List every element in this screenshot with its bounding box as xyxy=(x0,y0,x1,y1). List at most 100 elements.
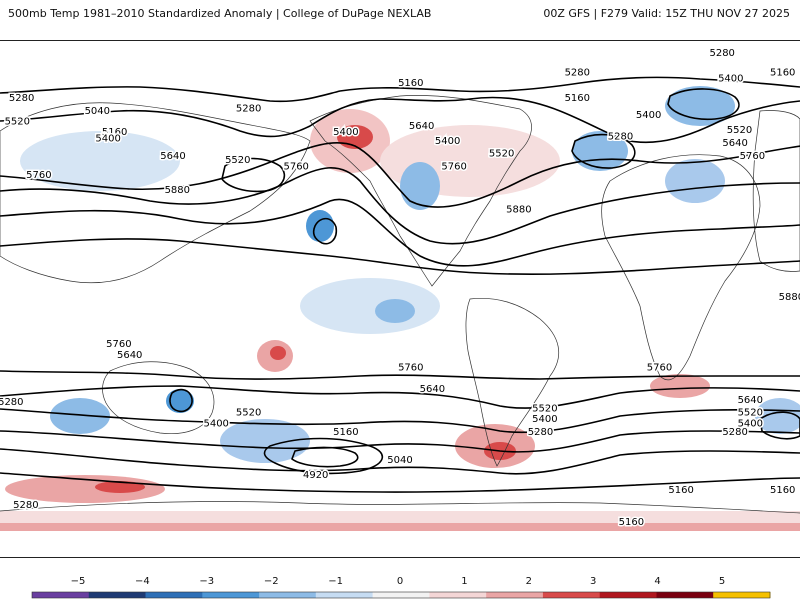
anomaly-cold-east-asia xyxy=(20,131,180,191)
contour-label: 5400 xyxy=(203,418,228,429)
contour-label: 5760 xyxy=(398,363,423,374)
south-america-outline xyxy=(465,298,559,467)
anomaly-cold-south-indian xyxy=(166,389,194,413)
contour-label: 5640 xyxy=(722,138,747,149)
contour-low-arctic xyxy=(667,88,740,121)
contour-low-atlantic xyxy=(571,133,636,169)
anomaly-shading xyxy=(0,86,800,531)
contour-label: 5280 xyxy=(608,132,633,143)
colorbar-tick-label: −5 xyxy=(71,576,86,587)
contour-label: 5280 xyxy=(0,397,24,408)
contour-label: 5760 xyxy=(283,162,308,173)
contour-5400-south xyxy=(0,430,800,453)
contour-label: 5760 xyxy=(647,363,672,374)
contour-low-west-pacific xyxy=(312,217,338,245)
contour-label: 5280 xyxy=(722,427,747,438)
contour-5640-south xyxy=(0,385,800,409)
contour-label: 5520 xyxy=(738,408,763,419)
contour-label: 5160 xyxy=(770,67,795,78)
contour-label: 5280 xyxy=(13,500,38,511)
contour-label: 5280 xyxy=(709,48,734,59)
anomaly-warm-africa-south xyxy=(650,374,710,398)
contour-label: 5760 xyxy=(26,170,51,181)
contour-label: 5520 xyxy=(225,155,250,166)
contour-5520-south xyxy=(0,408,800,434)
contour-label: 5160 xyxy=(770,485,795,496)
asia-outline xyxy=(0,102,311,284)
contour-5280-north xyxy=(0,96,800,144)
contour-5640-north xyxy=(0,167,800,245)
contour-label: 5160 xyxy=(668,485,693,496)
anomaly-warm-polar-strip xyxy=(0,523,800,531)
contour-label: 5880 xyxy=(165,185,190,196)
colorbar-swatch xyxy=(145,592,203,598)
colorbar-tick-label: −4 xyxy=(135,576,150,587)
colorbar-swatch xyxy=(486,592,544,598)
contour-label: 5160 xyxy=(565,93,590,104)
colorbar-swatch xyxy=(88,592,147,598)
contour-5280-south xyxy=(0,448,800,475)
contour-5160-south xyxy=(0,472,800,493)
height-contours xyxy=(0,76,800,493)
contour-label: 5400 xyxy=(532,414,557,425)
contour-label: 5760 xyxy=(106,339,131,350)
colorbar-tick-label: −1 xyxy=(328,576,343,587)
colorbar-swatch xyxy=(429,592,487,598)
colorbar-swatch xyxy=(32,592,90,598)
anomaly-cold-tropics xyxy=(300,278,440,334)
australia-outline xyxy=(102,361,215,435)
contour-5760-north xyxy=(0,198,800,267)
colorbar-swatch xyxy=(713,592,771,598)
colorbar-swatch xyxy=(372,592,430,598)
coastlines xyxy=(0,95,800,514)
contour-label: 5400 xyxy=(636,110,661,121)
contour-low-pacific xyxy=(221,157,286,193)
contour-label: 5400 xyxy=(95,134,120,145)
contour-label: 5760 xyxy=(441,162,466,173)
colorbar-tick-label: 4 xyxy=(654,576,660,587)
anomaly-warm-antarctic-core xyxy=(95,481,145,493)
contour-label: 5280 xyxy=(565,67,590,78)
asia-east-outline xyxy=(752,110,800,272)
colorbar-swatch xyxy=(315,592,374,598)
contour-label: 5280 xyxy=(236,104,261,115)
colorbar-tick-label: 0 xyxy=(397,576,403,587)
contour-label: 5400 xyxy=(333,127,358,138)
colorbar-tick-label: −3 xyxy=(199,576,214,587)
anomaly-cold-europe xyxy=(665,159,725,203)
contour-4920-low xyxy=(291,446,359,468)
contour-label: 5160 xyxy=(333,427,358,438)
colorbar: −5 −4 −3 −2 −1 0 1 2 3 4 5 xyxy=(0,568,800,600)
anomaly-cold-southern-ocean xyxy=(220,419,310,463)
contour-5160-north xyxy=(0,76,800,103)
colorbar-outline xyxy=(31,591,771,599)
contour-label: 5520 xyxy=(236,408,261,419)
contour-label: 5160 xyxy=(398,78,423,89)
contour-label: 5400 xyxy=(738,418,763,429)
contour-label: 5520 xyxy=(727,125,752,136)
model-run-info: 00Z GFS | F279 Valid: 15Z THU NOV 27 202… xyxy=(543,7,790,20)
contour-label: 5640 xyxy=(117,350,142,361)
contour-label: 5280 xyxy=(9,93,34,104)
colorbar-tick-label: 1 xyxy=(461,576,467,587)
contour-label: 5040 xyxy=(85,106,110,117)
colorbar-tick-label: 5 xyxy=(719,576,725,587)
colorbar-tick-label: 3 xyxy=(590,576,596,587)
colorbar-swatch xyxy=(599,592,657,598)
anomaly-cold-south-atlantic xyxy=(50,398,110,434)
contour-label: 5760 xyxy=(740,151,765,162)
contour-5400-north xyxy=(0,142,800,208)
anomaly-cold-arctic xyxy=(665,86,735,126)
header: 500mb Temp 1981–2010 Standardized Anomal… xyxy=(0,0,800,40)
colorbar-swatch xyxy=(202,592,260,598)
map-panel[interactable]: 5160 5280 5040 5520 5160 5400 5280 5640 5520 5760… xyxy=(0,40,800,558)
anomaly-cold-tropics-core xyxy=(375,299,415,323)
contour-label: 5880 xyxy=(506,204,531,215)
colorbar-swatch xyxy=(542,592,601,598)
anomaly-cold-pacific xyxy=(306,210,334,242)
contour-label: 5640 xyxy=(409,121,434,132)
contour-label: 5400 xyxy=(718,74,743,85)
antarctica-outline xyxy=(0,501,800,514)
